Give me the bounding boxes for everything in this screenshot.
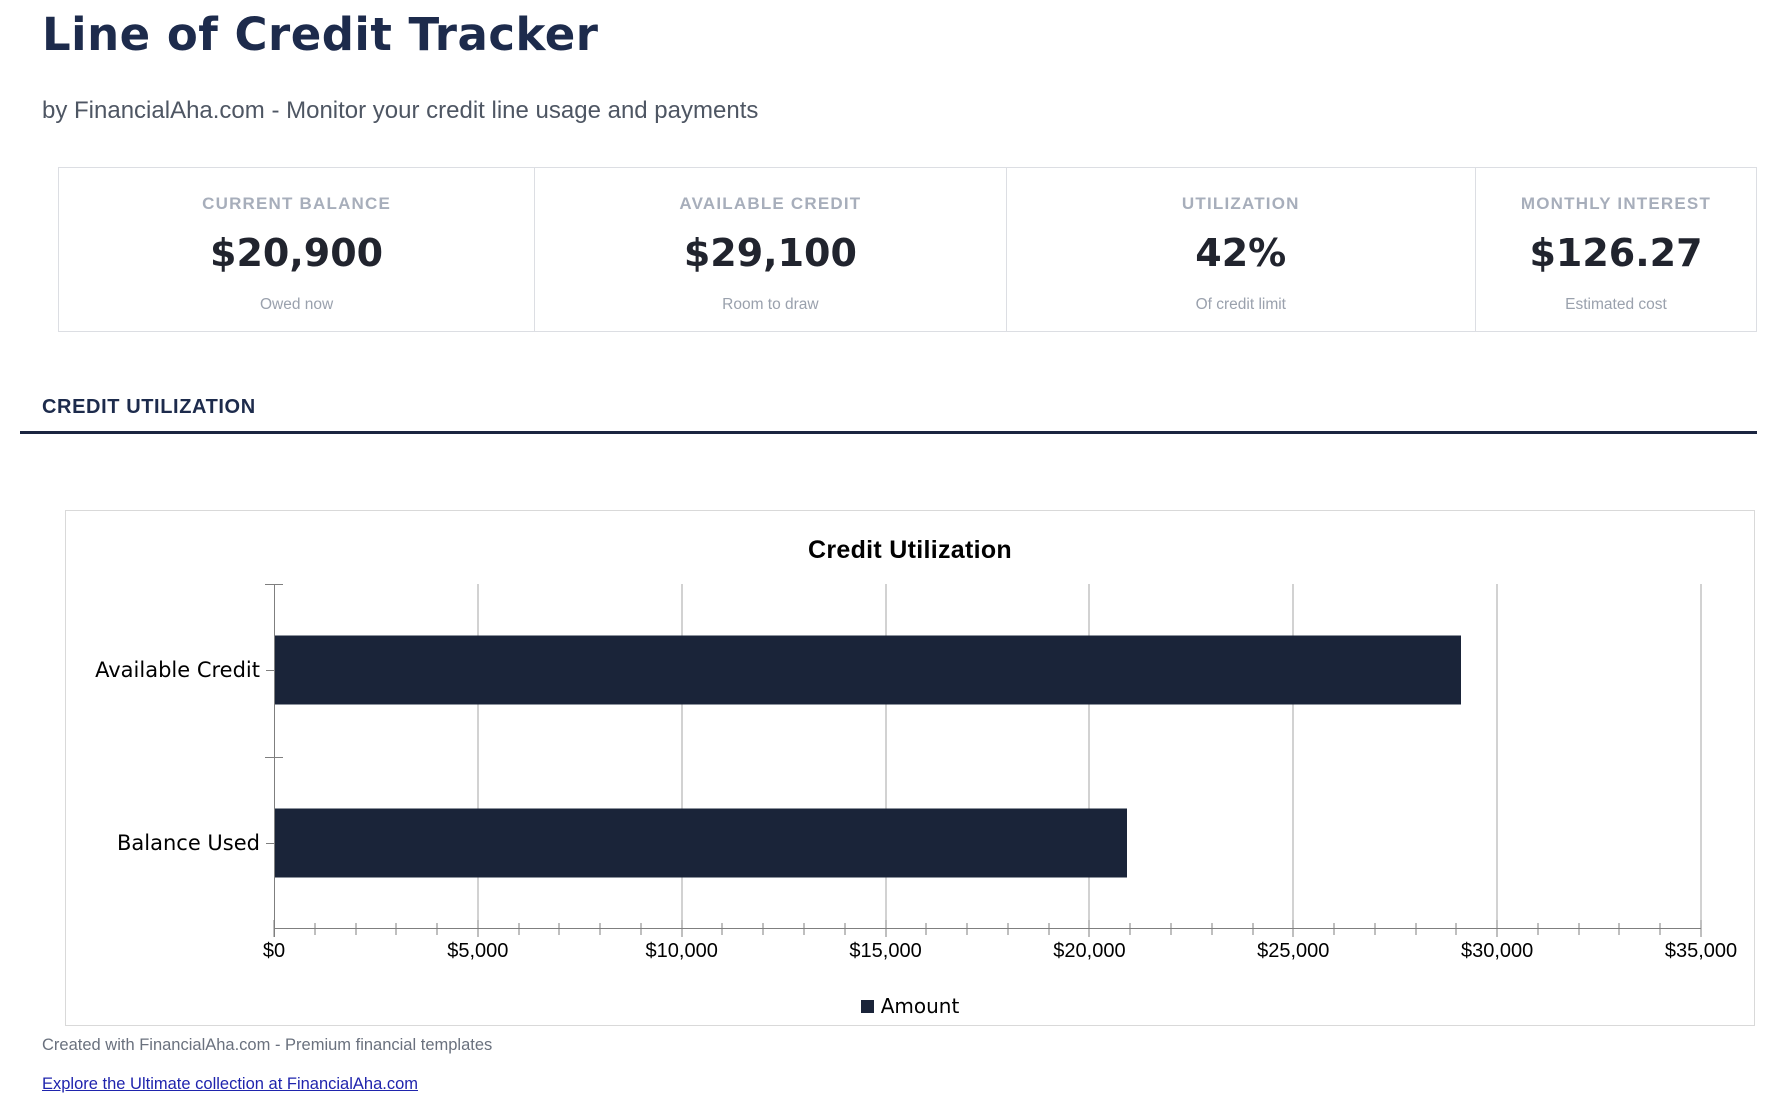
- x-axis-minor-tick: [1455, 923, 1457, 935]
- x-axis-minor-tick: [1618, 923, 1620, 935]
- card-label: CURRENT BALANCE: [202, 194, 392, 213]
- card-sublabel: Estimated cost: [1565, 296, 1667, 313]
- card-label: AVAILABLE CREDIT: [679, 194, 862, 213]
- card-value: $126.27: [1529, 231, 1703, 275]
- x-axis-minor-tick: [558, 923, 560, 935]
- x-axis-minor-tick: [803, 923, 805, 935]
- gridline: [1292, 584, 1294, 929]
- x-axis-major-tick: [1292, 920, 1294, 937]
- x-axis-tick-label: $20,000: [1053, 940, 1126, 962]
- credit-utilization-chart: Credit Utilization Available Credit Balan…: [65, 510, 1755, 1026]
- x-axis-line: [274, 928, 1701, 929]
- x-axis-minor-tick: [1333, 923, 1335, 935]
- x-axis-minor-tick: [1578, 923, 1580, 935]
- x-axis-minor-tick: [355, 923, 357, 935]
- page-title: Line of Credit Tracker: [42, 8, 599, 61]
- card-sublabel: Owed now: [259, 296, 334, 313]
- card-utilization: UTILIZATION 42% Of credit limit: [1007, 168, 1476, 331]
- x-axis-minor-tick: [762, 923, 764, 935]
- x-axis-minor-tick: [1415, 923, 1417, 935]
- card-sublabel: Of credit limit: [1195, 296, 1286, 313]
- footer-note: Created with FinancialAha.com - Premium …: [42, 1036, 493, 1054]
- x-axis-minor-tick: [599, 923, 601, 935]
- x-axis-minor-tick: [314, 923, 316, 935]
- x-axis-minor-tick: [640, 923, 642, 935]
- x-axis-major-tick: [885, 920, 887, 937]
- y-axis-category-tick: [266, 670, 274, 672]
- x-axis-major-tick: [681, 920, 683, 937]
- x-axis-tick-label: $25,000: [1257, 940, 1330, 962]
- x-axis-tick-label: $30,000: [1460, 940, 1534, 962]
- card-available-credit: AVAILABLE CREDIT $29,100 Room to draw: [535, 168, 1007, 331]
- x-axis-tick-label: $35,000: [1664, 940, 1738, 962]
- bar-available-credit: [275, 635, 1462, 705]
- summary-cards-row: CURRENT BALANCE $20,900 Owed now AVAILAB…: [58, 167, 1757, 332]
- plot-area: Available Credit Balance Used $0 $5,000 $10,…: [95, 584, 1737, 962]
- gridline: [477, 584, 479, 929]
- y-axis-category-label: Balance Used: [117, 830, 260, 855]
- legend-label: Amount: [880, 994, 960, 1018]
- gridline: [1700, 584, 1702, 929]
- x-axis-minor-tick: [1129, 923, 1131, 935]
- card-current-balance: CURRENT BALANCE $20,900 Owed now: [59, 168, 536, 331]
- x-axis-minor-tick: [1252, 923, 1253, 935]
- x-axis-tick-label: $0: [262, 940, 286, 962]
- chart-legend: Amount: [66, 994, 1754, 1018]
- y-axis-line: [274, 584, 275, 937]
- card-monthly-interest: MONTHLY INTEREST $126.27 Estimated cost: [1476, 168, 1756, 331]
- x-axis-minor-tick: [966, 923, 968, 935]
- section-heading: CREDIT UTILIZATION: [42, 396, 256, 418]
- x-axis-minor-tick: [721, 923, 723, 935]
- page-subtitle: by FinancialAha.com - Monitor your credi…: [42, 97, 759, 124]
- x-axis-major-tick: [1700, 920, 1702, 937]
- card-label: UTILIZATION: [1181, 194, 1300, 213]
- x-axis-minor-tick: [1211, 923, 1213, 935]
- x-axis-major-tick: [1088, 920, 1090, 937]
- x-axis-minor-tick: [1374, 923, 1376, 935]
- x-axis-minor-tick: [1170, 923, 1172, 935]
- x-axis-minor-tick: [1048, 923, 1050, 935]
- x-axis-tick-label: $5,000: [447, 940, 509, 962]
- gridline: [1088, 584, 1090, 929]
- section-divider: [20, 431, 1757, 434]
- x-axis-minor-tick: [925, 923, 927, 935]
- card-label: MONTHLY INTEREST: [1520, 194, 1712, 213]
- x-axis-minor-tick: [518, 923, 520, 935]
- card-value: $20,900: [210, 231, 384, 275]
- x-axis-major-tick: [477, 920, 479, 937]
- gridline: [1496, 584, 1498, 929]
- card-sublabel: Room to draw: [722, 296, 819, 313]
- y-axis-category-label: Available Credit: [95, 658, 260, 683]
- x-axis-minor-tick: [395, 923, 397, 935]
- x-axis-major-tick: [273, 920, 275, 937]
- legend-swatch: [860, 999, 874, 1013]
- x-axis-major-tick: [1496, 920, 1498, 937]
- card-value: $29,100: [683, 231, 857, 275]
- x-axis-tick-label: $15,000: [849, 940, 922, 962]
- gridline: [681, 584, 683, 929]
- x-axis-minor-tick: [1007, 923, 1009, 935]
- x-axis-tick-label: $10,000: [645, 940, 718, 962]
- x-axis-minor-tick: [1537, 923, 1539, 935]
- gridline: [885, 584, 887, 929]
- bar-balance-used: [275, 808, 1128, 878]
- x-axis-minor-tick: [1659, 923, 1661, 935]
- chart-title: Credit Utilization: [807, 536, 1012, 564]
- y-axis-category-tick: [266, 842, 274, 844]
- footer-link[interactable]: Explore the Ultimate collection at Finan…: [42, 1075, 419, 1093]
- card-value: 42%: [1195, 231, 1287, 275]
- x-axis-minor-tick: [436, 923, 438, 935]
- x-axis-minor-tick: [844, 923, 846, 935]
